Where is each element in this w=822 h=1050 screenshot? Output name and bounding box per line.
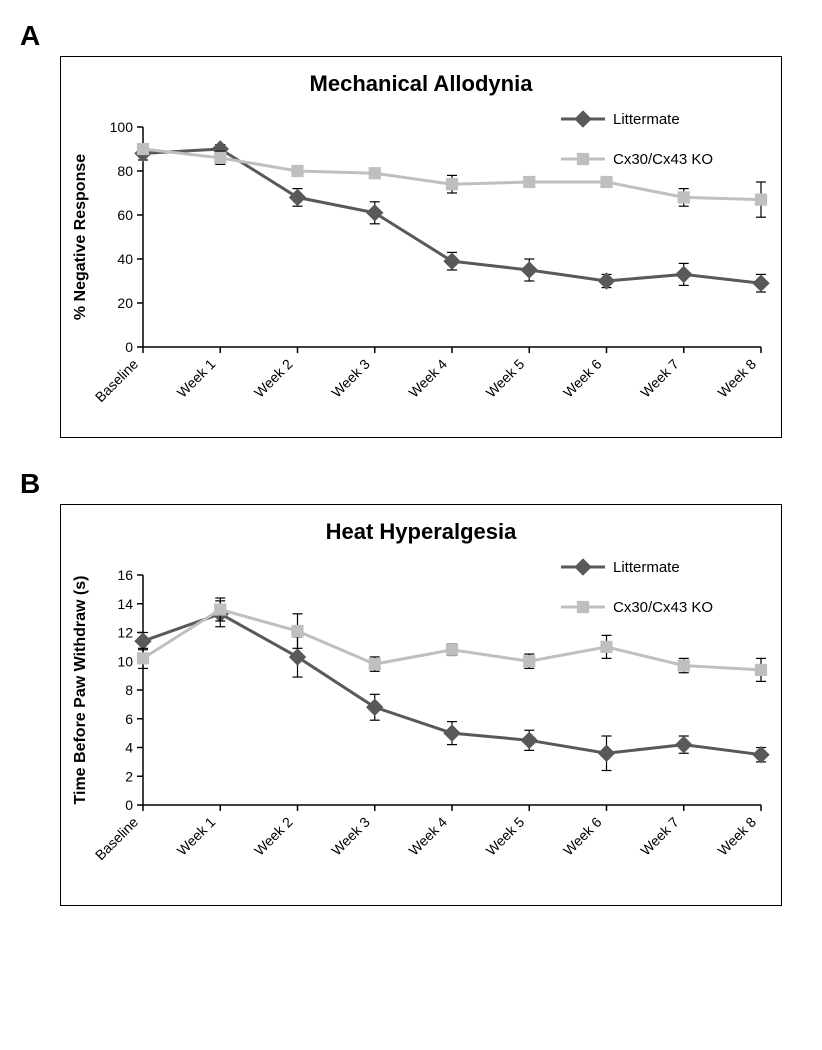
chart-title: Heat Hyperalgesia	[61, 519, 781, 545]
y-tick-label: 12	[117, 625, 133, 641]
chart-mechanical-allodynia: Mechanical Allodynia 0 20 40 60 80 100 % Negati…	[60, 56, 782, 438]
y-tick-label: 60	[117, 207, 133, 223]
y-axis-label: Time Before Paw Withdraw (s)	[72, 576, 89, 805]
x-tick-label: Week 4	[405, 814, 450, 859]
y-tick-label: 6	[125, 711, 133, 727]
panel-label-a: A	[20, 20, 802, 52]
x-tick-label: Week 3	[328, 814, 373, 859]
x-tick-label: Baseline	[92, 814, 141, 863]
legend-label: Cx30/Cx43 KO	[613, 151, 713, 168]
y-axis-label: % Negative Response	[72, 154, 89, 320]
y-tick-label: 16	[117, 567, 133, 583]
legend-label: Littermate	[613, 559, 680, 576]
x-tick-label: Week 3	[328, 356, 373, 401]
legend-label: Cx30/Cx43 KO	[613, 599, 713, 616]
x-tick-label: Week 8	[714, 814, 759, 859]
y-tick-label: 100	[110, 119, 134, 135]
y-tick-label: 0	[125, 339, 133, 355]
x-tick-label: Week 5	[483, 356, 528, 401]
y-tick-label: 10	[117, 653, 133, 669]
x-tick-label: Baseline	[92, 356, 141, 405]
y-tick-label: 14	[117, 596, 133, 612]
x-tick-label: Week 5	[483, 814, 528, 859]
x-tick-label: Week 1	[174, 356, 219, 401]
legend-label: Littermate	[613, 111, 680, 128]
y-tick-label: 2	[125, 768, 133, 784]
x-tick-label: Week 6	[560, 356, 605, 401]
y-tick-label: 4	[125, 740, 133, 756]
chart-title: Mechanical Allodynia	[61, 71, 781, 97]
x-tick-label: Week 6	[560, 814, 605, 859]
x-tick-label: Week 7	[637, 356, 682, 401]
x-tick-label: Week 7	[637, 814, 682, 859]
y-tick-label: 0	[125, 797, 133, 813]
x-tick-label: Week 2	[251, 356, 296, 401]
y-tick-label: 40	[117, 251, 133, 267]
y-tick-label: 80	[117, 163, 133, 179]
figure: A Mechanical Allodynia020406080100% Nega…	[20, 20, 802, 906]
panel-label-b: B	[20, 468, 802, 500]
x-tick-label: Week 2	[251, 814, 296, 859]
x-tick-label: Week 1	[174, 814, 219, 859]
y-tick-label: 20	[117, 295, 133, 311]
x-tick-label: Week 4	[405, 356, 450, 401]
x-tick-label: Week 8	[714, 356, 759, 401]
y-tick-label: 8	[125, 682, 133, 698]
chart-heat-hyperalgesia: Heat Hyperalgesia 0 2 4 6 8 10 12 14 16 Time Befor…	[60, 504, 782, 906]
